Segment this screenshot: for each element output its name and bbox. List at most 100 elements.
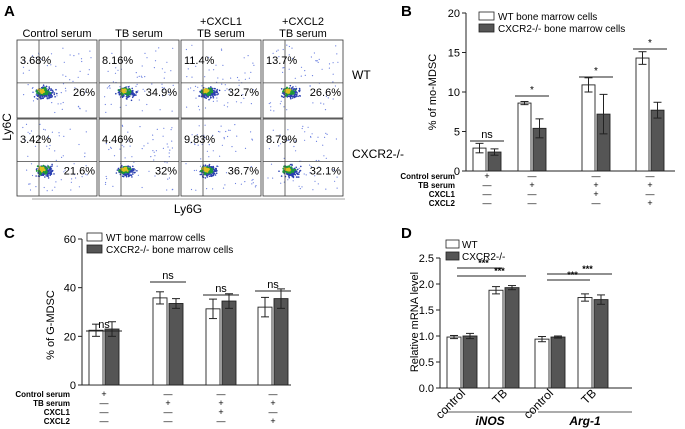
flow-event-dot [196,134,198,136]
flow-event-dot [26,169,28,171]
flow-event-dot [88,69,90,71]
panel-c-y-tick-label: 60 [64,234,76,246]
flow-event-dot [62,47,64,49]
flow-event-dot [135,85,137,87]
flow-event-dot [65,90,67,92]
flow-event-dot [210,171,213,174]
flow-event-dot [123,90,126,93]
flow-event-dot [168,177,170,179]
flow-event-dot [289,84,292,87]
flow-event-dot [292,173,295,176]
flow-event-dot [39,171,42,174]
flow-event-dot [325,95,327,97]
flow-event-dot [295,150,297,152]
flow-event-dot [286,167,289,170]
flow-event-dot [62,74,64,76]
flow-event-dot [58,132,60,134]
panel-d-bar [488,289,504,389]
flow-event-dot [211,170,214,173]
panel-c-condition-sign: — [217,389,226,399]
flow-event-dot [55,65,57,67]
flow-event-dot [170,70,172,72]
panel-c-bar [273,298,289,386]
panel-d-y-tick-label: 0.5 [419,357,434,369]
flow-event-dot [190,188,193,191]
flow-event-dot [50,168,53,170]
flow-event-dot [276,50,278,52]
flow-event-dot [248,77,250,79]
flow-event-dot [190,87,192,89]
flow-event-dot [47,177,50,179]
flow-event-dot [128,88,131,91]
flow-event-dot [29,133,31,135]
flow-event-dot [332,81,334,83]
flow-event-dot [84,156,86,158]
flow-event-dot [186,106,188,108]
panel-b-bar [635,57,650,172]
panel-a-xlabel: Ly6G [174,202,202,216]
flow-event-dot [201,143,203,145]
flow-event-dot [135,72,137,74]
flow-event-dot [288,54,290,56]
flow-event-dot [45,167,48,170]
flow-event-dot [227,135,229,138]
flow-event-dot [212,97,215,99]
flow-event-dot [41,168,44,171]
flow-event-dot [273,56,275,58]
flow-event-dot [63,135,65,137]
flow-quadrant-lower-right: 36.7% [228,165,259,177]
flow-event-dot [334,85,336,87]
flow-event-dot [143,145,145,147]
panel-b-bar [517,102,532,172]
flow-event-dot [171,127,173,129]
flow-event-dot [240,183,242,185]
flow-event-dot [170,129,172,131]
panel-c-significance-label: ns [215,283,227,295]
flow-event-dot [283,157,285,159]
flow-event-dot [73,173,75,176]
flow-event-dot [289,163,292,166]
flow-event-dot [332,62,334,64]
flow-event-dot [199,90,201,93]
flow-event-dot [29,60,31,62]
panel-c-ylabel: % of G-MDSC [45,290,57,360]
flow-event-dot [116,169,119,171]
flow-event-dot [28,69,30,71]
flow-event-dot [288,176,291,179]
panel-c-condition-label: CXCL1 [44,408,71,417]
flow-event-dot [46,92,49,95]
flow-event-dot [298,87,301,90]
flow-event-dot [195,169,197,171]
flow-event-dot [144,90,146,92]
panel-c-significance-label: ns [162,270,174,282]
flow-event-dot [310,56,312,58]
panel-d-legend-wt: WT [462,240,478,251]
flow-event-dot [247,55,249,57]
flow-event-dot [204,89,207,93]
panel-b-legend-swatch-ko [478,23,495,33]
flow-event-dot [208,164,210,167]
flow-event-dot [133,161,135,163]
flow-event-dot [295,85,297,87]
flow-event-dot [335,138,337,140]
panel-c-condition-sign: — [100,407,109,417]
flow-event-dot [193,169,195,172]
flow-event-dot [206,170,209,173]
flow-event-dot [46,190,48,192]
flow-event-dot [129,174,131,176]
flow-event-dot [140,75,142,77]
flow-event-dot [132,171,134,174]
flow-event-dot [225,130,227,133]
flow-event-dot [121,144,123,146]
flow-event-dot [287,129,289,131]
flow-event-dot [31,55,34,57]
flow-event-dot [47,164,49,166]
flow-event-dot [46,170,48,173]
flow-event-dot [62,101,64,104]
flow-event-dot [294,174,297,176]
panel-c-bar [152,297,168,386]
flow-event-dot [153,151,155,153]
flow-event-dot [286,44,288,46]
flow-event-dot [108,148,110,151]
